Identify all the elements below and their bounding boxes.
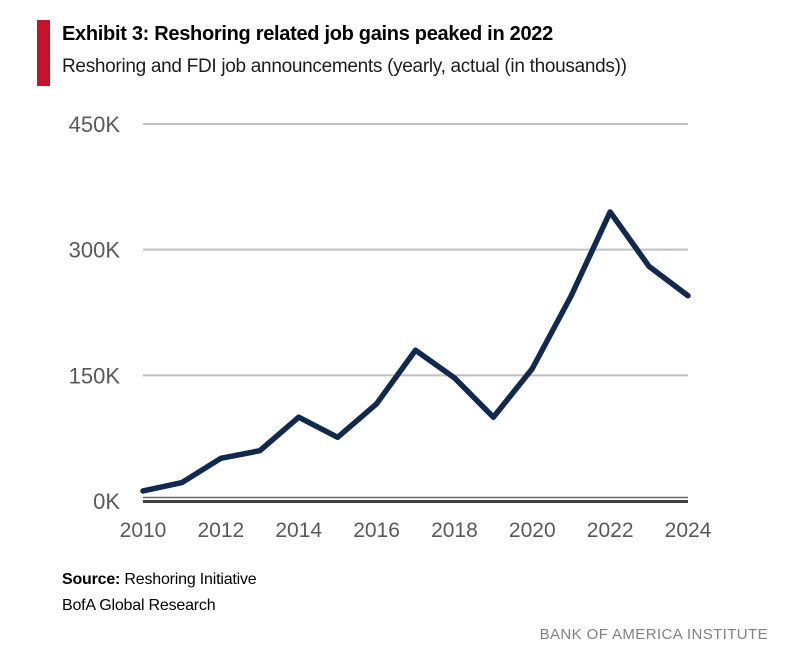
brand-mark: BANK OF AMERICA INSTITUTE <box>539 626 768 643</box>
source-line1: Source: Reshoring Initiative <box>62 567 257 593</box>
x-tick-label-2020: 2020 <box>509 519 556 542</box>
x-tick-label-2012: 2012 <box>197 519 244 542</box>
exhibit-title: Exhibit 3: Reshoring related job gains p… <box>62 23 553 45</box>
source-note: Source: Reshoring Initiative BofA Global… <box>62 567 257 619</box>
y-tick-label-0K: 0K <box>93 489 120 514</box>
exhibit-accent-bar <box>37 20 50 86</box>
x-tick-label-2024: 2024 <box>665 519 712 542</box>
x-tick-label-2014: 2014 <box>275 519 322 542</box>
exhibit-subtitle: Reshoring and FDI job announcements (yea… <box>62 56 627 77</box>
line-chart: 0K 150K 300K 450K 2010 2012 2014 2016 2018 2020 20… <box>69 112 712 542</box>
x-tick-label-2018: 2018 <box>431 519 478 542</box>
source-label: Source: <box>62 571 121 588</box>
source-line2: BofA Global Research <box>62 597 216 614</box>
y-tick-label-150K: 150K <box>69 363 121 388</box>
x-tick-label-2016: 2016 <box>353 519 400 542</box>
x-tick-label-2022: 2022 <box>587 519 634 542</box>
reshoring-fdi-trend-line <box>140 209 691 494</box>
y-tick-label-300K: 300K <box>69 238 121 263</box>
x-tick-label-2010: 2010 <box>120 519 167 542</box>
source-value: Reshoring Initiative <box>120 571 257 588</box>
y-tick-label-450K: 450K <box>69 112 121 137</box>
